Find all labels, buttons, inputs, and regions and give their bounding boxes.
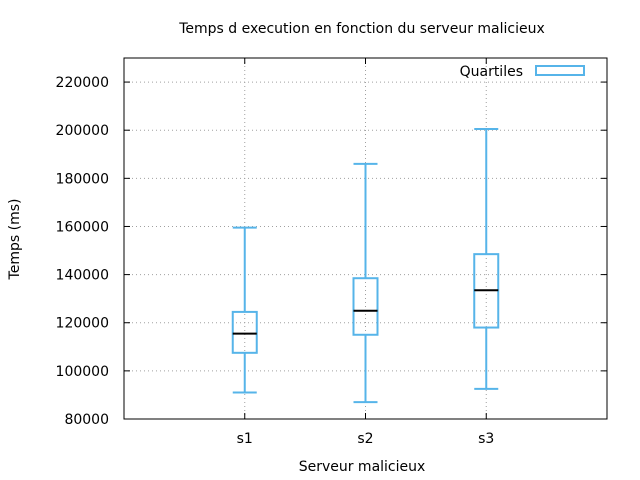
- y-tick-label: 140000: [56, 268, 109, 284]
- y-tick-label: 100000: [56, 364, 109, 380]
- y-tick-label: 220000: [56, 75, 109, 91]
- legend-swatch: [535, 65, 585, 76]
- x-tick-label: s2: [357, 431, 373, 447]
- y-axis: 80000 100000 120000 140000 160000 180000 20000…: [56, 75, 607, 428]
- y-axis-label: Temps (ms): [7, 199, 23, 281]
- legend: Quartiles: [460, 64, 585, 80]
- chart-title: Temps d execution en fonction du serveur…: [178, 21, 545, 37]
- x-tick-label: s1: [237, 431, 253, 447]
- quartile-box: [231, 310, 258, 354]
- x-axis: s1 s2 s3: [237, 58, 494, 447]
- x-axis-label: Serveur malicieux: [299, 459, 426, 475]
- box-series: [231, 127, 500, 404]
- y-tick-label: 200000: [56, 123, 109, 139]
- box-s1: [231, 226, 258, 394]
- quartile-box: [352, 277, 379, 336]
- x-tick-label: s3: [478, 431, 494, 447]
- y-tick-label: 180000: [56, 171, 109, 187]
- legend-label: Quartiles: [460, 64, 523, 80]
- y-tick-label: 120000: [56, 316, 109, 332]
- plot-frame: [123, 57, 608, 420]
- y-tick-label: 160000: [56, 219, 109, 235]
- y-tick-label: 80000: [64, 412, 109, 428]
- box-s3: [473, 127, 500, 390]
- box-s2: [352, 162, 379, 404]
